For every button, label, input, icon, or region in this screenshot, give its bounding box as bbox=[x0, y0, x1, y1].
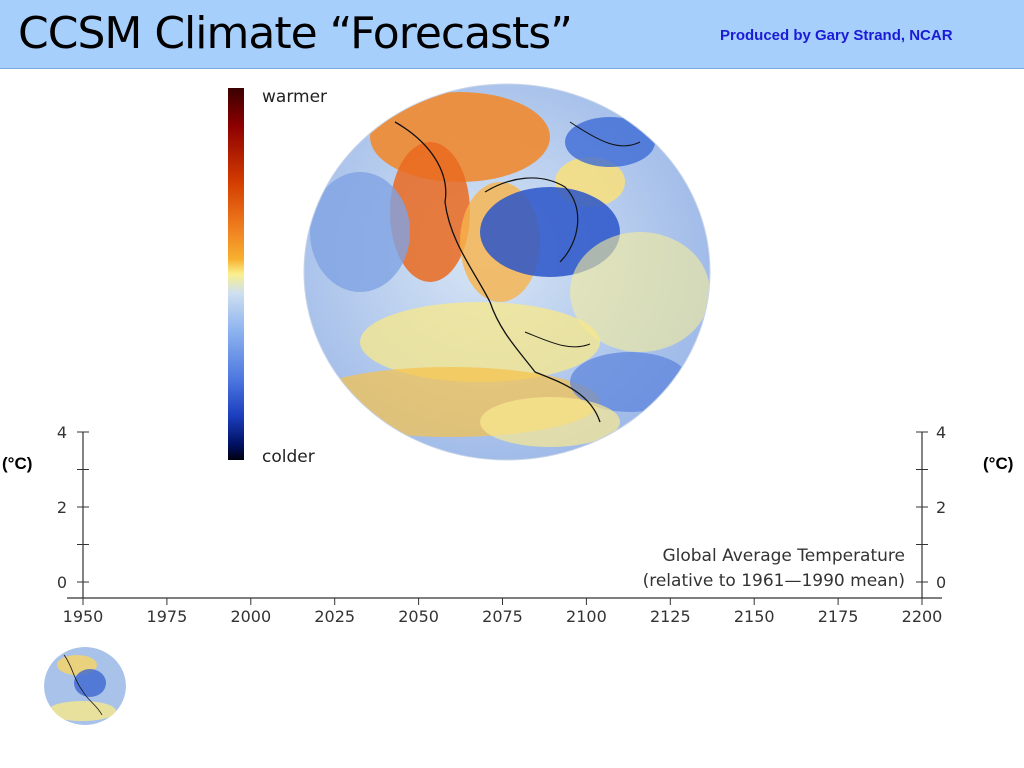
y-tick-label-right: 0 bbox=[936, 573, 946, 592]
x-tick-label: 2150 bbox=[734, 607, 775, 626]
x-tick-label: 2025 bbox=[314, 607, 355, 626]
credit-text: Produced by Gary Strand, NCAR bbox=[720, 27, 953, 44]
x-tick-label: 2175 bbox=[818, 607, 859, 626]
colorbar-gradient bbox=[228, 88, 244, 460]
x-tick-label: 2000 bbox=[230, 607, 271, 626]
x-tick-label: 2075 bbox=[482, 607, 523, 626]
y-tick-label-right: 4 bbox=[936, 423, 946, 442]
colorbar: warmer colder bbox=[228, 87, 327, 467]
chart-annotation-line1: Global Average Temperature bbox=[662, 546, 905, 566]
x-tick-label: 2125 bbox=[650, 607, 691, 626]
x-tick-label: 1950 bbox=[63, 607, 104, 626]
x-tick-label: 2100 bbox=[566, 607, 607, 626]
y-axis-unit-right: (°C) bbox=[983, 454, 1014, 473]
colorbar-colder-label: colder bbox=[262, 447, 315, 467]
slide-header: CCSM Climate “Forecasts” Produced by Gar… bbox=[0, 0, 1024, 69]
chart-axes: 0 0 2 2 4 4 1950 1975 2000 2025 2050 2075 2100 2125 21… bbox=[57, 423, 946, 626]
y-axis-unit-left: (°C) bbox=[2, 454, 33, 473]
x-tick-label: 1975 bbox=[147, 607, 188, 626]
y-tick-label-left: 2 bbox=[57, 498, 67, 517]
colorbar-warmer-label: warmer bbox=[262, 87, 327, 107]
x-tick-label: 2200 bbox=[902, 607, 943, 626]
y-tick-label-right: 2 bbox=[936, 498, 946, 517]
globe-small bbox=[44, 647, 126, 725]
y-tick-label-left: 0 bbox=[57, 573, 67, 592]
y-tick-label-left: 4 bbox=[57, 423, 67, 442]
chart-annotation-line2: (relative to 1961—1990 mean) bbox=[643, 571, 905, 591]
globe-large bbox=[303, 83, 711, 461]
slide-title: CCSM Climate “Forecasts” bbox=[18, 8, 573, 59]
x-tick-label: 2050 bbox=[398, 607, 439, 626]
temperature-chart: 0 0 2 2 4 4 1950 1975 2000 2025 2050 2075 2100 2125 21… bbox=[57, 423, 946, 626]
